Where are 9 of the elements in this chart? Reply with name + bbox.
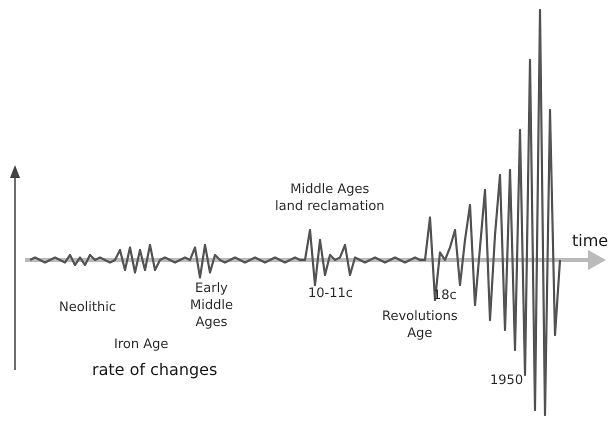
- annotation: Iron Age: [114, 337, 168, 352]
- annotation: Neolithic: [59, 300, 116, 315]
- annotation: 10-11c: [308, 286, 353, 301]
- y-axis-title: rate of changes: [92, 360, 218, 379]
- x-axis-title: time: [572, 231, 608, 250]
- annotation: 1950: [490, 373, 524, 388]
- annotation: Revolutions Age: [382, 309, 458, 341]
- annotation: Middle Ages land reclamation: [275, 182, 385, 214]
- annotation: Early Middle Ages: [190, 281, 233, 330]
